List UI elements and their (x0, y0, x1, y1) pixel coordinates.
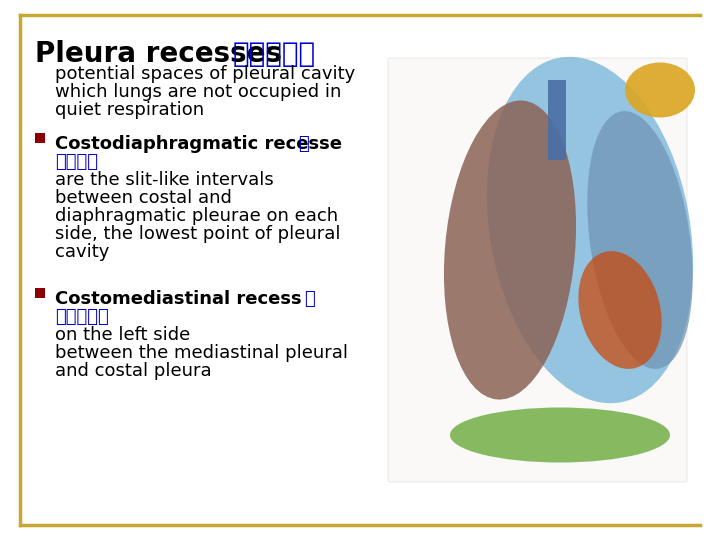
Text: potential spaces of pleural cavity: potential spaces of pleural cavity (55, 65, 355, 83)
Ellipse shape (487, 57, 693, 403)
Text: 膈隐窝－: 膈隐窝－ (55, 153, 98, 171)
Text: diaphragmatic pleurae on each: diaphragmatic pleurae on each (55, 207, 338, 225)
Bar (35, 288, 45, 298)
Text: between costal and: between costal and (55, 189, 232, 207)
Text: cavity: cavity (55, 243, 109, 261)
Bar (35, 133, 45, 143)
Text: 胋: 胋 (280, 290, 316, 308)
Ellipse shape (578, 251, 662, 369)
Ellipse shape (450, 408, 670, 462)
Ellipse shape (588, 111, 693, 369)
Text: are the slit-like intervals: are the slit-like intervals (55, 171, 274, 189)
Ellipse shape (625, 63, 695, 118)
Ellipse shape (444, 100, 576, 400)
Text: quiet respiration: quiet respiration (55, 101, 204, 119)
Text: Pleura recesses: Pleura recesses (35, 40, 292, 68)
Text: on the left side: on the left side (55, 326, 190, 344)
Text: 胋: 胋 (298, 135, 309, 153)
Text: 纵隔隐窝－: 纵隔隐窝－ (55, 308, 109, 326)
Text: between the mediastinal pleural: between the mediastinal pleural (55, 344, 348, 362)
Text: Costomediastinal recess: Costomediastinal recess (55, 290, 302, 308)
Text: which lungs are not occupied in: which lungs are not occupied in (55, 83, 341, 101)
Text: Costodiaphragmatic recesse: Costodiaphragmatic recesse (55, 135, 342, 153)
FancyBboxPatch shape (388, 58, 687, 482)
Text: 胸膜隐窝－: 胸膜隐窝－ (233, 40, 316, 68)
Bar (548, 80, 566, 160)
Text: and costal pleura: and costal pleura (55, 362, 212, 380)
Text: side, the lowest point of pleural: side, the lowest point of pleural (55, 225, 341, 243)
